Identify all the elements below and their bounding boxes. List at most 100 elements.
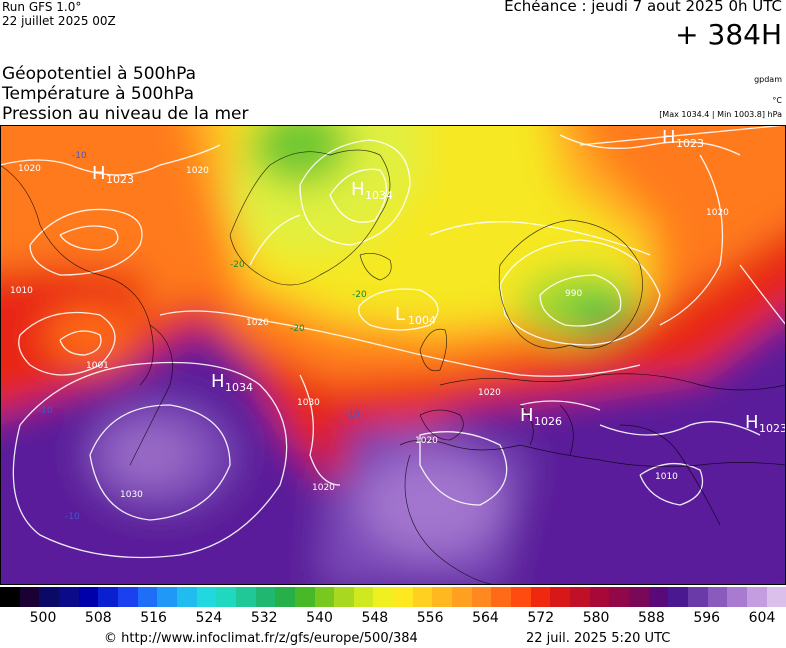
color-scale-tick-label: 508: [84, 610, 112, 626]
color-scale-swatch: [629, 587, 649, 607]
high-pressure-value: 1034: [225, 381, 253, 394]
generation-date: 22 juil. 2025 5:20 UTC: [526, 631, 671, 646]
color-scale-swatch: [216, 587, 236, 607]
isobar-label: 1010: [10, 286, 33, 296]
run-label: Run GFS 1.0°: [2, 0, 82, 14]
color-scale-swatch: [0, 587, 20, 607]
high-pressure-value: 1023: [759, 422, 786, 435]
color-scale-tick-label: 564: [472, 610, 499, 626]
color-scale-swatch: [393, 587, 413, 607]
color-scale-swatch: [668, 587, 688, 607]
color-scale-swatch: [570, 587, 590, 607]
color-scale-swatch: [98, 587, 118, 607]
color-scale-tick-label: 580: [582, 610, 610, 626]
high-pressure-center: H: [211, 371, 225, 392]
color-scale-swatch: [589, 587, 610, 607]
color-scale-swatch: [275, 587, 295, 607]
color-scale-tick-label: 572: [527, 610, 555, 626]
color-scale-swatch: [648, 587, 669, 607]
isobar-label: 1020: [186, 166, 209, 176]
color-scale-swatch: [157, 587, 177, 607]
color-scale-swatch: [373, 587, 394, 607]
isobar-label: 1001: [86, 361, 109, 371]
isobar-lines: [0, 125, 786, 559]
color-scale-swatch: [432, 587, 453, 607]
unit-celsius: °C: [772, 96, 782, 105]
color-scale-swatch: [412, 587, 433, 607]
high-pressure-center: H: [745, 412, 759, 433]
color-scale-tick-label: 548: [361, 610, 389, 626]
color-scale-swatch: [314, 587, 335, 607]
color-scale-swatch: [471, 587, 492, 607]
color-scale-swatch: [727, 587, 747, 607]
color-scale-swatch: [294, 587, 315, 607]
color-scale-tick-label: 524: [195, 610, 223, 626]
variable-temperature: Température à 500hPa: [2, 84, 195, 104]
forecast-valid-time: Echéance : jeudi 7 aout 2025 0h UTC: [504, 0, 782, 15]
color-scale-swatch: [530, 587, 551, 607]
color-scale-swatch: [117, 587, 138, 607]
isobar-label: 1020: [246, 318, 269, 328]
isobar-value-labels: 1020 1020 1020 1020 1020 1020 1020 1030 …: [10, 164, 729, 500]
isobar-label: 1030: [120, 490, 143, 500]
color-scale-swatch: [491, 587, 512, 607]
color-scale-swatch: [137, 587, 158, 607]
isotherm-label: -10: [345, 410, 360, 420]
high-pressure-center: H: [351, 179, 365, 200]
color-scale-swatch: [707, 587, 728, 607]
isobar-label: 1020: [415, 436, 438, 446]
isotherm-label: -10: [65, 512, 80, 522]
color-scale-swatch: [255, 587, 276, 607]
color-scale-swatch: [609, 587, 629, 607]
variable-geopotential: Géopotentiel à 500hPa: [2, 64, 197, 84]
color-scale-tick-label: 540: [306, 610, 333, 626]
weather-map: H 1023 H 1034 H 1023 H 1034 H 1026 H 102…: [0, 125, 786, 585]
isobar-label: 1020: [706, 208, 729, 218]
temperature-labels: -10 -10 -10 -10: [38, 151, 360, 522]
color-scale-tick-label: 604: [748, 610, 776, 626]
color-scale-swatch: [452, 587, 472, 607]
geopotential-field: [0, 125, 786, 585]
coastlines: [0, 149, 786, 585]
isotherm-label: -20: [352, 290, 367, 300]
isobar-label: 1010: [655, 472, 678, 482]
color-scale-swatch: [746, 587, 767, 607]
high-pressure-center: H: [520, 405, 534, 426]
low-pressure-center: L: [395, 304, 405, 325]
run-date: 22 juillet 2025 00Z: [2, 14, 116, 28]
high-pressure-center: H: [92, 163, 106, 184]
high-pressure-center: H: [662, 127, 676, 148]
color-scale-tick-label: 596: [693, 610, 721, 626]
pressure-max-min: [Max 1034.4 | Min 1003.8] hPa: [659, 110, 782, 119]
high-pressure-value: 1034: [365, 189, 393, 202]
color-scale-tick-label: 516: [140, 610, 167, 626]
high-pressure-value: 1026: [534, 415, 562, 428]
color-scale-bar: [0, 587, 786, 607]
color-scale-swatch: [766, 587, 786, 607]
isotherm-label: -10: [72, 151, 87, 161]
variable-pressure: Pression au niveau de la mer: [2, 104, 249, 124]
color-scale-swatch: [550, 587, 571, 607]
color-scale-swatch: [511, 587, 531, 607]
low-pressure-value: 1004: [408, 314, 436, 327]
color-scale-swatch: [196, 587, 217, 607]
color-scale-tick-label: 556: [416, 610, 444, 626]
source-url: © http://www.infoclimat.fr/z/gfs/europe/…: [104, 631, 418, 646]
color-scale-swatch: [235, 587, 256, 607]
color-scale-swatch: [39, 587, 59, 607]
high-pressure-value: 1023: [676, 137, 704, 150]
color-scale-swatch: [176, 587, 197, 607]
color-scale-swatch: [687, 587, 708, 607]
isobar-label: 990: [565, 289, 582, 299]
color-scale-swatch: [58, 587, 79, 607]
isotherm-label: -20: [230, 260, 245, 270]
forecast-lead-time: + 384H: [675, 18, 782, 51]
isobar-label: 1030: [297, 398, 320, 408]
temperature-labels-green: -20 -20 -20: [230, 260, 367, 334]
color-scale-ticks: 500 508 516 524 532 540 548 556 564 572 580 588 596 6…: [0, 610, 786, 628]
isobar-label: 1020: [18, 164, 41, 174]
color-scale-swatch: [78, 587, 99, 607]
color-scale-swatch: [353, 587, 374, 607]
color-scale-tick-label: 588: [638, 610, 665, 626]
isobar-label: 1020: [312, 483, 335, 493]
